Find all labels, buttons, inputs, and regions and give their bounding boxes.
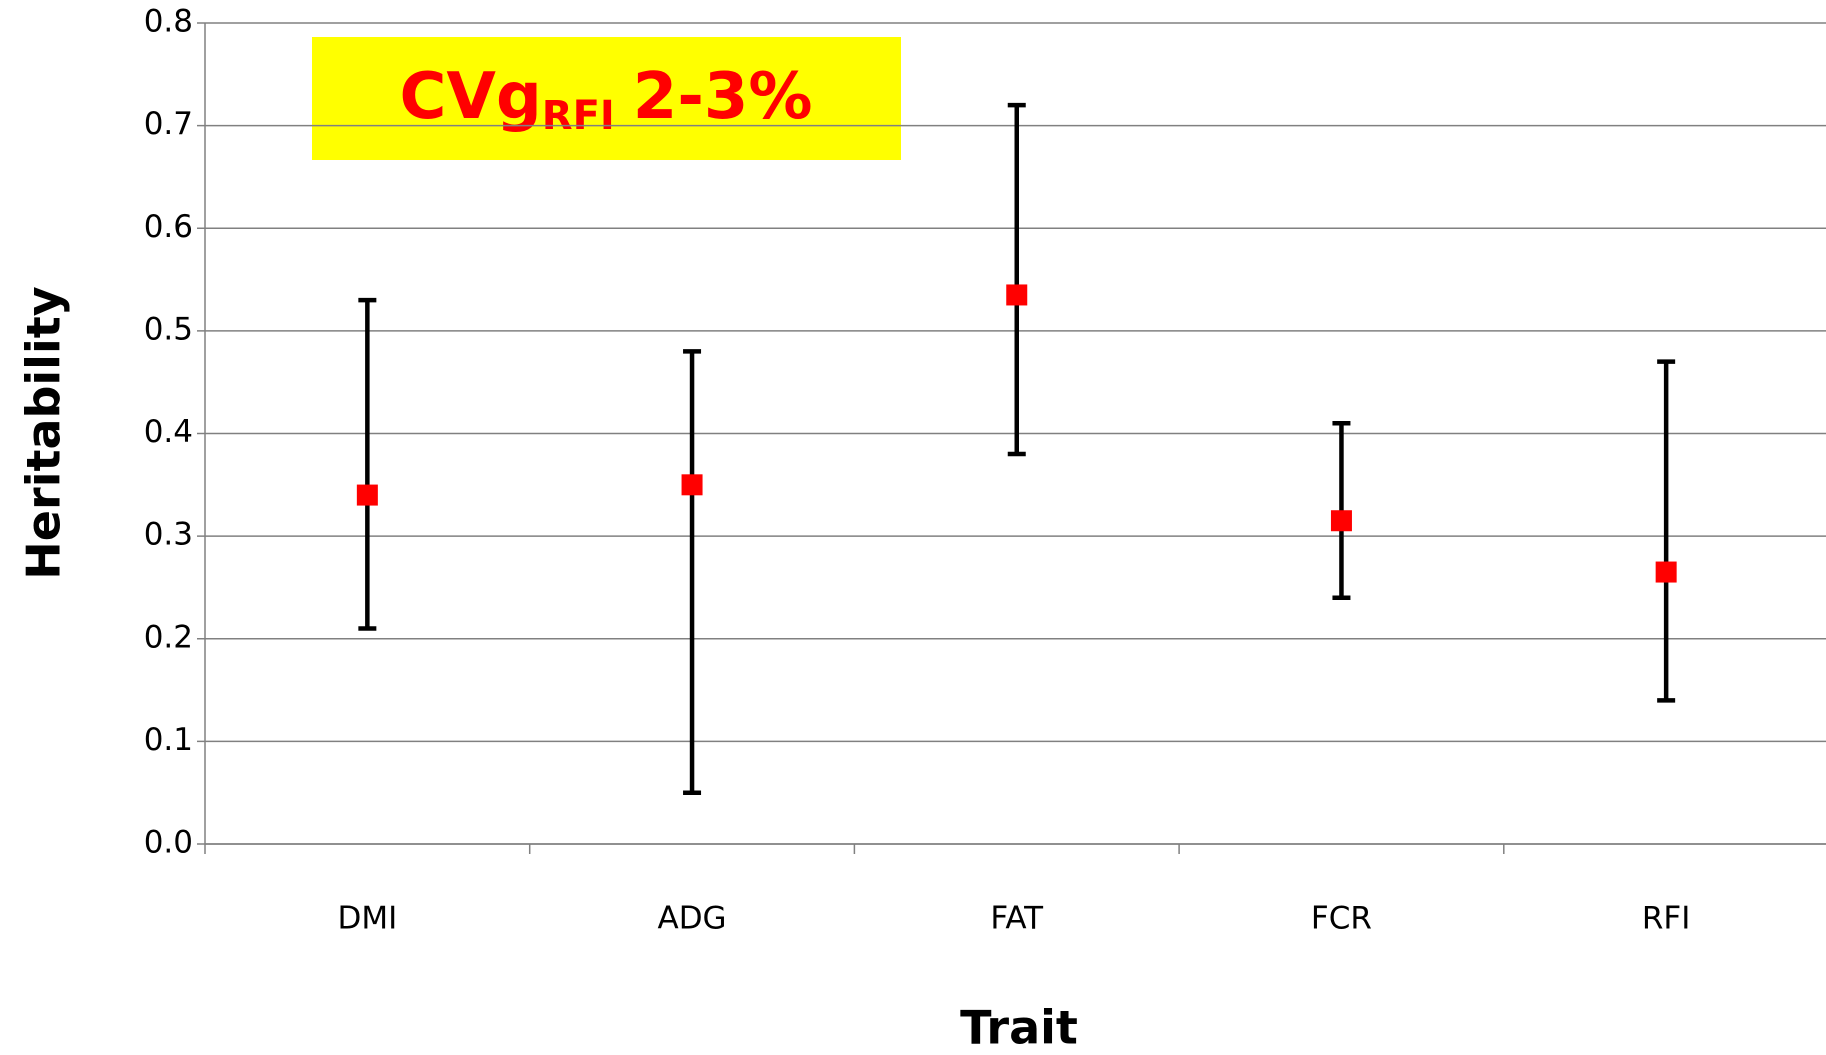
annotation-box	[312, 37, 901, 160]
x-tick-label: FAT	[990, 901, 1044, 937]
y-tick-label: 0.4	[144, 414, 193, 450]
y-tick-label: 0.2	[144, 619, 193, 655]
y-tick-label: 0.8	[144, 4, 193, 40]
marker	[356, 484, 378, 506]
y-axis-title: Heritability	[17, 286, 71, 579]
annotation-suffix: 2-3%	[633, 60, 813, 134]
x-axis-title: Trait	[960, 1001, 1078, 1055]
annotation-text: CVg	[399, 60, 541, 134]
y-tick-label: 0.0	[144, 825, 193, 861]
marker	[1330, 510, 1352, 532]
x-tick-label: ADG	[657, 901, 726, 937]
y-tick-label: 0.7	[144, 106, 193, 142]
y-tick-label: 0.5	[144, 311, 193, 347]
marker	[1655, 561, 1677, 583]
x-tick-label: FCR	[1311, 901, 1372, 937]
x-tick-label: RFI	[1642, 901, 1691, 937]
annotation: CVgRFI 2-3%	[399, 60, 812, 139]
y-tick-label: 0.3	[144, 517, 193, 553]
marker	[1006, 284, 1028, 306]
marker	[681, 474, 703, 496]
x-tick-label: DMI	[337, 901, 397, 937]
y-tick-label: 0.1	[144, 722, 193, 758]
y-tick-label: 0.6	[144, 209, 193, 245]
annotation-subscript: RFI	[542, 93, 615, 139]
